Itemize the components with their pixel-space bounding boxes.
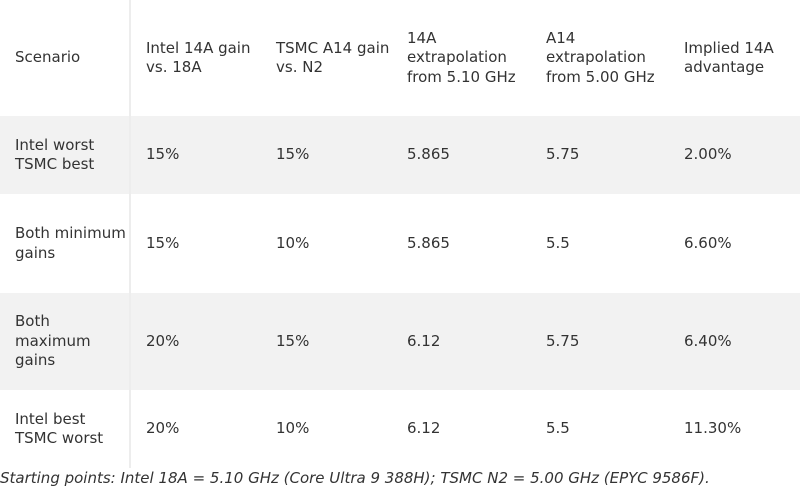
table-caption: Starting points: Intel 18A = 5.10 GHz (C… xyxy=(0,469,710,487)
cell-intel-gain: 20% xyxy=(146,331,180,350)
cell-tsmc-gain: 15% xyxy=(276,145,310,164)
cell-scenario: Intel worst TSMC best xyxy=(0,116,131,194)
cell-a14-extrapolation: 5.5 xyxy=(546,233,570,252)
header-scenario: Scenario xyxy=(0,0,131,116)
cell-intel-gain: 20% xyxy=(146,419,180,438)
cell-tsmc-gain: 10% xyxy=(276,233,310,252)
header-tsmc-gain: TSMC A14 gain vs. N2 xyxy=(261,0,392,116)
header-14a-extrapolation: 14A extrapolation from 5.10 GHz xyxy=(392,0,531,116)
comparison-table: Scenario Intel 14A gain vs. 18A TSMC A14… xyxy=(0,0,800,468)
cell-scenario: Both minimum gains xyxy=(0,194,131,293)
cell-14a-extrapolation: 6.12 xyxy=(407,331,441,350)
cell-tsmc-gain: 15% xyxy=(276,331,310,350)
cell-a14-extrapolation: 5.75 xyxy=(546,145,580,164)
cell-intel-gain: 15% xyxy=(146,145,180,164)
table-header-row: Scenario Intel 14A gain vs. 18A TSMC A14… xyxy=(0,0,800,116)
cell-intel-gain: 15% xyxy=(146,233,180,252)
cell-implied-advantage: 2.00% xyxy=(684,145,732,164)
header-implied-advantage: Implied 14A advantage xyxy=(669,0,800,116)
cell-scenario: Both maximum gains xyxy=(0,293,131,390)
cell-14a-extrapolation: 5.865 xyxy=(407,145,450,164)
cell-implied-advantage: 6.40% xyxy=(684,331,732,350)
table-row: Both minimum gains 15% 10% 5.865 5.5 6.6… xyxy=(0,194,800,293)
table-row: Both maximum gains 20% 15% 6.12 5.75 6.4… xyxy=(0,293,800,390)
cell-implied-advantage: 6.60% xyxy=(684,233,732,252)
table-row: Intel best TSMC worst 20% 10% 6.12 5.5 1… xyxy=(0,390,800,468)
table-row: Intel worst TSMC best 15% 15% 5.865 5.75… xyxy=(0,116,800,194)
header-a14-extrapolation: A14 extrapolation from 5.00 GHz xyxy=(531,0,669,116)
cell-14a-extrapolation: 5.865 xyxy=(407,233,450,252)
cell-implied-advantage: 11.30% xyxy=(684,419,742,438)
cell-a14-extrapolation: 5.5 xyxy=(546,419,570,438)
cell-14a-extrapolation: 6.12 xyxy=(407,419,441,438)
cell-scenario: Intel best TSMC worst xyxy=(0,390,131,468)
cell-a14-extrapolation: 5.75 xyxy=(546,331,580,350)
header-intel-gain: Intel 14A gain vs. 18A xyxy=(130,0,261,116)
cell-tsmc-gain: 10% xyxy=(276,419,310,438)
